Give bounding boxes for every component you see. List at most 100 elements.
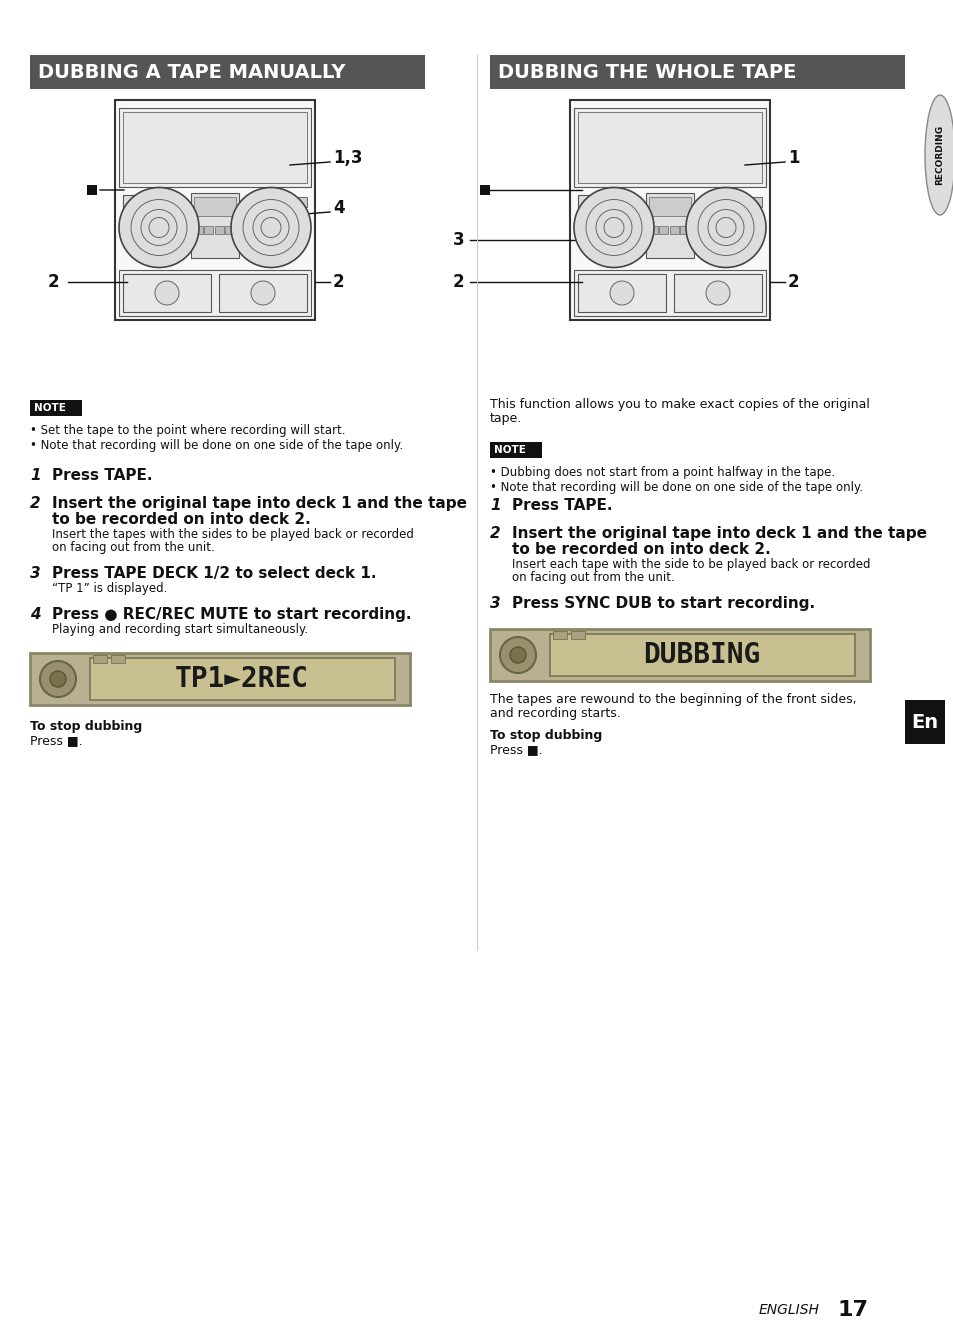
Bar [553,631,566,639]
Circle shape [251,281,274,305]
Text: 2: 2 [48,273,59,291]
Text: • Note that recording will be done on one side of the tape only.: • Note that recording will be done on on… [30,439,403,453]
Text: Press ■.: Press ■. [490,743,542,757]
Bar [679,226,688,234]
Text: Insert the original tape into deck 1 and the tape: Insert the original tape into deck 1 and… [512,526,926,541]
Text: This function allows you to make exact copies of the original: This function allows you to make exact c… [490,398,869,411]
Bar [490,442,541,458]
Text: 2: 2 [333,273,344,291]
Text: 1: 1 [30,469,41,483]
Bar [479,185,490,195]
Text: ENGLISH: ENGLISH [759,1303,820,1318]
Bar [214,226,224,234]
Text: 1,3: 1,3 [333,149,362,167]
Ellipse shape [924,95,953,216]
Bar [645,193,693,258]
Text: Press ● REC/REC MUTE to start recording.: Press ● REC/REC MUTE to start recording. [52,607,411,623]
Bar [578,195,589,233]
Circle shape [705,281,729,305]
Text: on facing out from the unit.: on facing out from the unit. [52,541,214,554]
Text: TP1►2REC: TP1►2REC [174,665,309,694]
Text: tape.: tape. [490,412,521,424]
Text: Insert each tape with the side to be played back or recorded: Insert each tape with the side to be pla… [512,558,869,570]
Text: 2: 2 [453,273,464,291]
Bar [87,185,97,195]
Text: to be recorded on into deck 2.: to be recorded on into deck 2. [52,511,311,528]
Bar [293,212,307,221]
Bar [30,400,82,416]
Bar [204,226,213,234]
Text: • Dubbing does not start from a point halfway in the tape.: • Dubbing does not start from a point ha… [490,466,834,479]
Bar [119,270,311,316]
Text: 4: 4 [333,200,344,217]
Text: En: En [910,712,938,731]
Bar [574,108,765,187]
Text: Insert the tapes with the sides to be played back or recorded: Insert the tapes with the sides to be pl… [52,528,414,541]
Text: 3: 3 [30,566,41,581]
Bar [123,112,307,183]
Bar [191,193,239,258]
Bar [648,197,690,216]
Circle shape [40,661,76,698]
Circle shape [154,281,179,305]
Text: 1: 1 [787,149,799,167]
Circle shape [499,637,536,674]
Text: Press TAPE.: Press TAPE. [52,469,152,483]
Bar [578,274,665,312]
Bar [578,112,761,183]
Bar [123,274,211,312]
Text: DUBBING: DUBBING [642,641,760,670]
Text: RECORDING: RECORDING [935,125,943,185]
Text: Press TAPE DECK 1/2 to select deck 1.: Press TAPE DECK 1/2 to select deck 1. [52,566,376,581]
Bar [747,197,761,208]
Bar [490,629,869,682]
Bar [550,633,854,676]
Bar [747,225,761,236]
Bar [90,657,395,700]
Text: 3: 3 [453,232,464,249]
Bar [571,631,584,639]
Bar [669,226,679,234]
Bar [30,653,410,706]
Text: 2: 2 [490,526,500,541]
Bar [569,100,769,320]
Bar [115,100,314,320]
Text: 3: 3 [490,596,500,611]
Bar [30,55,424,88]
Text: on facing out from the unit.: on facing out from the unit. [512,570,674,584]
Text: 1: 1 [490,498,500,513]
Bar [293,225,307,236]
Text: The tapes are rewound to the beginning of the front sides,: The tapes are rewound to the beginning o… [490,694,856,706]
Bar [225,226,233,234]
Circle shape [574,187,654,268]
Bar [747,212,761,221]
Text: 4: 4 [30,607,41,623]
Circle shape [685,187,765,268]
Circle shape [231,187,311,268]
Text: NOTE: NOTE [34,403,66,412]
Bar [193,226,203,234]
Circle shape [510,647,525,663]
Text: To stop dubbing: To stop dubbing [490,728,601,742]
Bar [111,655,125,663]
Text: • Set the tape to the point where recording will start.: • Set the tape to the point where record… [30,424,345,437]
Text: NOTE: NOTE [494,445,525,455]
Text: • Note that recording will be done on one side of the tape only.: • Note that recording will be done on on… [490,481,862,494]
Bar [293,197,307,208]
Bar [673,274,761,312]
Bar [193,197,235,216]
Bar [123,195,135,233]
Bar [574,270,765,316]
Bar [219,274,307,312]
Text: DUBBING THE WHOLE TAPE: DUBBING THE WHOLE TAPE [497,63,796,83]
Circle shape [119,187,199,268]
Text: Playing and recording start simultaneously.: Playing and recording start simultaneous… [52,623,308,636]
Text: DUBBING A TAPE MANUALLY: DUBBING A TAPE MANUALLY [38,63,345,83]
Circle shape [609,281,634,305]
Text: Press ■.: Press ■. [30,734,83,747]
Text: and recording starts.: and recording starts. [490,707,620,720]
Bar [904,700,944,744]
Text: Insert the original tape into deck 1 and the tape: Insert the original tape into deck 1 and… [52,495,467,511]
Bar [92,655,107,663]
Bar [119,108,311,187]
